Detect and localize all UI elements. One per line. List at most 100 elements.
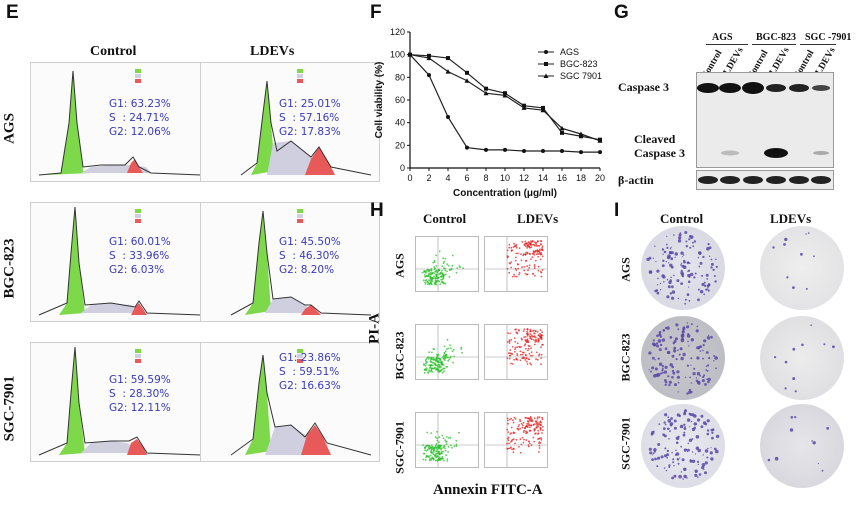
panel-h-y-title: PI-A — [366, 313, 383, 344]
data-point — [597, 138, 603, 143]
colony-dots — [767, 416, 830, 472]
g1-value: G1: 25.01% — [279, 98, 341, 110]
s-value: S : 59.51% — [279, 366, 340, 378]
y-tick-label: 40 — [395, 118, 405, 128]
data-point — [407, 52, 413, 57]
colony-dish-control — [641, 404, 725, 488]
facs-plot-control — [415, 236, 479, 292]
x-tick-label: 12 — [519, 173, 529, 183]
y-tick-label: 20 — [395, 140, 405, 150]
colony-dots — [648, 409, 720, 480]
cell-cycle-histogram: G1: 25.01% S : 57.16% G2: 17.83% — [200, 62, 380, 182]
cell-cycle-histogram: G1: 60.01% S : 33.96% G2: 6.03% — [30, 202, 210, 322]
colony-dots — [648, 322, 718, 395]
g2-value: G2: 6.03% — [109, 264, 165, 276]
panel-i-letter: I — [614, 200, 620, 221]
colony-dish-control — [641, 226, 725, 310]
colony-dish-ldevs — [760, 226, 844, 310]
data-point — [559, 125, 565, 131]
data-point — [578, 131, 584, 136]
western-blot-actin — [696, 170, 834, 190]
data-point — [502, 92, 508, 98]
g1-peak — [45, 73, 91, 175]
chart-legend: AGS BGC-823 SGC 7901 — [538, 47, 602, 81]
colony-dots — [772, 232, 815, 290]
western-blot-main — [696, 72, 834, 168]
data-point — [484, 86, 488, 91]
x-tick-label: 20 — [595, 173, 605, 183]
data-point — [465, 70, 469, 75]
cell-cycle-histogram: G1: 59.59% S : 28.30% G2: 12.11% — [30, 342, 210, 462]
data-point — [446, 115, 450, 119]
facs-plot-control — [415, 412, 479, 468]
data-point — [503, 147, 507, 152]
x-tick-label: 16 — [557, 173, 567, 183]
s-value: S : 24.71% — [109, 112, 170, 124]
series-line-0 — [409, 54, 600, 153]
panel-e-col-ldevs: LDEVs — [250, 44, 295, 59]
histogram-plot — [38, 69, 202, 176]
panel-e-col-control: Control — [90, 44, 137, 59]
cell-line-label: BGC-823 — [756, 32, 796, 43]
g2-value: G2: 12.11% — [109, 402, 171, 414]
panel-i-col-control: Control — [660, 211, 704, 226]
data-point — [522, 149, 526, 153]
dot-plot — [485, 325, 547, 379]
legend-label: SGC 7901 — [560, 71, 602, 81]
colony-dots — [646, 231, 718, 305]
x-axis-title: Concentration (μg/ml) — [453, 188, 557, 199]
g2-value: G2: 8.20% — [279, 264, 335, 276]
legend-marker — [544, 50, 548, 54]
cell-cycle-histogram: G1: 63.23% S : 24.71% G2: 12.06% — [30, 62, 210, 182]
facs-plot-ldevs — [484, 412, 548, 468]
legend-label: BGC-823 — [560, 59, 598, 69]
g1-value: G1: 60.01% — [109, 236, 171, 248]
x-tick-label: 6 — [464, 173, 469, 183]
dot-plot — [485, 237, 547, 291]
data-point — [465, 145, 469, 150]
s-value: S : 57.16% — [279, 112, 340, 124]
colony-dish-ldevs — [760, 316, 844, 400]
chart-axes: 0 2 4 6 8 10 12 14 16 18 20 0 20 40 60 80 100 120 — [390, 27, 605, 183]
y-tick-label: 80 — [395, 72, 405, 82]
facs-plot-ldevs — [484, 236, 548, 292]
panel-e-letter: E — [6, 2, 19, 23]
x-tick-label: 4 — [445, 173, 450, 183]
s-value: S : 46.30% — [279, 250, 340, 262]
data-point — [560, 149, 564, 153]
data-point — [541, 149, 545, 153]
colony-dish-control — [641, 316, 725, 400]
data-point — [445, 69, 451, 74]
band-label-caspase3: Caspase 3 — [618, 80, 670, 94]
cell-line-label: SGC -7901 — [805, 32, 852, 43]
x-tick-label: 2 — [426, 173, 431, 183]
g1-value: G1: 59.59% — [109, 374, 171, 386]
s-value: S : 33.96% — [109, 250, 170, 262]
y-tick-label: 100 — [390, 50, 405, 60]
g2-value: G2: 16.63% — [279, 380, 341, 392]
y-tick-label: 120 — [390, 27, 405, 37]
g2-peak — [127, 159, 143, 173]
colony-dots — [774, 324, 835, 393]
panel-i-col-ldevs: LDEVs — [770, 211, 812, 226]
dot-plot — [416, 325, 478, 379]
data-point — [464, 78, 470, 83]
chart-marks — [407, 52, 603, 155]
dot-plot — [416, 237, 478, 291]
g1-value: G1: 45.50% — [279, 236, 341, 248]
panel-h-col-ldevs: LDEVs — [517, 211, 559, 226]
data-point — [521, 105, 527, 110]
dot-plot — [416, 413, 478, 467]
cell-cycle-histogram: G1: 23.86% S : 59.51% G2: 16.63% — [200, 342, 380, 462]
panel-h-row-label: AGS — [392, 253, 407, 278]
x-tick-label: 0 — [407, 173, 412, 183]
panel-i-row-label: BGC-823 — [618, 333, 633, 382]
data-point — [446, 56, 450, 61]
panel-i-row-label: AGS — [618, 257, 633, 282]
g1-value: G1: 23.86% — [279, 352, 341, 364]
panel-h-row-label: SGC-7901 — [392, 421, 407, 474]
g2-value: G2: 17.83% — [279, 126, 341, 138]
panel-h-col-control: Control — [423, 211, 467, 226]
band-label-caspase3-cleaved: Caspase 3 — [634, 146, 686, 160]
data-point — [427, 73, 431, 78]
